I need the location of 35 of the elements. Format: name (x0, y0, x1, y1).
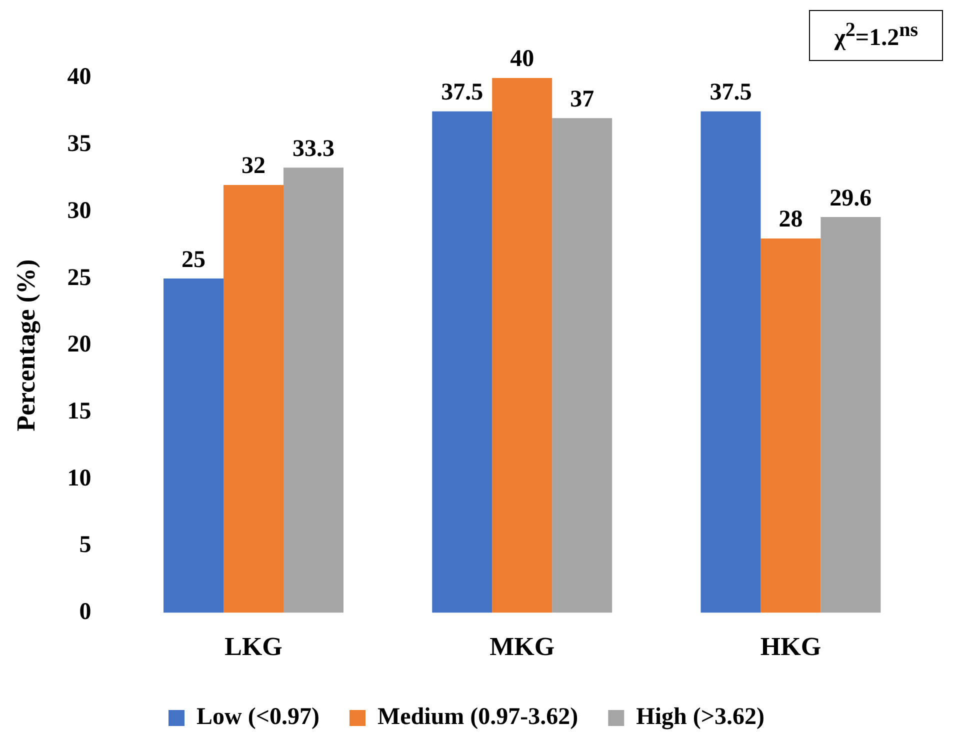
y-tick-label: 40 (67, 64, 92, 90)
data-label: 25 (182, 246, 206, 273)
data-label: 33.3 (292, 136, 334, 162)
bar (164, 278, 224, 613)
y-tick-label: 5 (79, 532, 92, 558)
y-tick-label: 10 (67, 465, 92, 492)
x-tick-label: LKG (224, 632, 282, 662)
data-label: 37 (570, 86, 594, 112)
y-tick-label: 15 (67, 398, 92, 424)
text: χ$^{2}$=1.2$^{ns}$ (809, 10, 943, 61)
y-axis-title: Percentage (%) (11, 259, 40, 432)
bar (700, 111, 761, 613)
y-tick-label: 20 (67, 332, 92, 358)
bar (552, 118, 612, 613)
y-tick-label: 30 (67, 198, 92, 224)
bar (432, 111, 492, 613)
data-label: 32 (242, 153, 266, 180)
data-label: 37.5 (710, 80, 752, 106)
legend-label: High (>3.62) (636, 704, 764, 730)
y-tick-label: 0 (79, 599, 92, 626)
bar (224, 184, 284, 613)
bar (492, 78, 552, 613)
data-label: 37.5 (441, 80, 484, 106)
y-tick-label: 25 (67, 264, 92, 291)
legend-label: Medium (0.97-3.62) (378, 704, 578, 730)
data-label: 28 (778, 206, 803, 233)
x-tick-label: HKG (760, 632, 822, 662)
y-tick-label: 35 (67, 131, 92, 158)
x-tick-label: MKG (490, 632, 555, 662)
data-label: 40 (510, 46, 534, 72)
bar (283, 168, 344, 613)
bar (820, 217, 881, 613)
bar (760, 238, 821, 613)
legend-label: Low (<0.97) (196, 704, 320, 730)
data-label: 29.6 (830, 185, 872, 212)
